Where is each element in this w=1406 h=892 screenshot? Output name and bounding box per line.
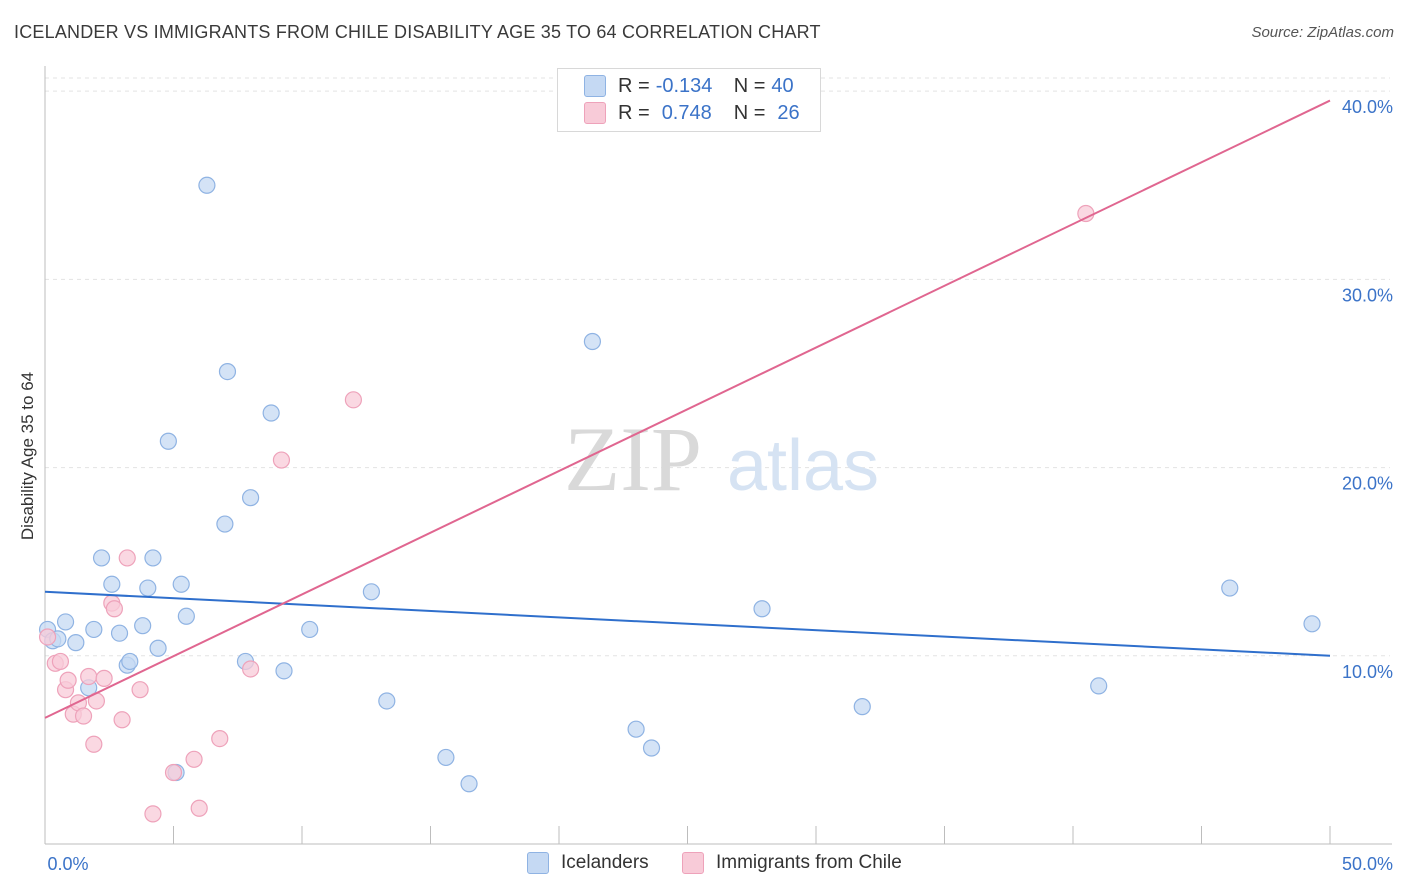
axes [44,66,1392,845]
correlation-legend: R = -0.134 N = 40 R = 0.748 N = 26 [557,68,821,132]
icelander-point [139,579,157,597]
icelander-point [172,575,190,593]
chart-title: ICELANDER VS IMMIGRANTS FROM CHILE DISAB… [14,22,821,42]
chile-trend-line [44,99,1331,719]
icelander-point [242,489,260,507]
legend-item-icelanders: Icelanders [527,852,649,874]
icelander-point [56,613,75,631]
source-label: Source: ZipAtlas.com [1251,24,1394,41]
icelander-point [275,662,293,680]
chile-point [85,735,103,753]
icelander-point [149,639,167,657]
legend-n-value: 26 [777,101,800,124]
chile-point [1077,204,1095,223]
chile-point [272,451,291,469]
icelander-point [216,515,234,533]
chile-point [190,799,208,817]
icelander-point [627,720,645,738]
legend-r-value: 0.748 [661,101,712,124]
chile-point [59,671,77,689]
chile-point [344,391,362,409]
legend-r-label: R = [618,74,650,97]
watermark: ZIP atlas [564,408,879,510]
legend-n-value: 40 [771,74,794,97]
legend-row-icelanders: R = -0.134 N = 40 [584,73,794,99]
icelander-point [92,549,111,567]
chile-point [185,750,203,768]
chile-point [51,652,70,671]
legend-swatch-pink [682,852,704,874]
legend-r-value: -0.134 [655,74,713,97]
series-legend: Icelanders Immigrants from Chile [0,852,1406,878]
legend-swatch-blue [527,852,549,874]
legend-label-chile: Immigrants from Chile [716,852,902,873]
data-points [38,176,1321,823]
icelander-point [198,176,216,194]
icelander-point [642,739,661,757]
icelander-point [144,549,162,567]
icelander-point [362,583,380,601]
icelander-trend-line [44,590,1331,657]
x-tick-label: 50.0% [1342,854,1393,874]
icelander-point [67,634,85,652]
icelander-point [1303,615,1321,633]
icelander-point [262,404,280,422]
legend-swatch-blue [584,75,606,97]
x-tick-label: 0.0% [47,854,88,874]
icelander-point [853,698,871,716]
icelander-point [583,332,602,351]
icelander-point [134,617,152,635]
y-tick-label: 40.0% [1342,97,1393,117]
y-tick-label: 10.0% [1342,662,1393,682]
legend-n-label: N = [733,74,766,97]
legend-n-label: N = [733,101,766,124]
icelander-point [177,607,195,625]
icelander-point [218,363,237,381]
tick-labels: 10.0% 20.0% 30.0% 40.0% 0.0% 50.0% [47,97,1393,874]
icelander-point [1090,677,1108,695]
chile-point [242,660,260,678]
icelander-point [301,620,319,639]
icelander-point [121,652,139,671]
icelander-point [460,775,478,793]
legend-label-icelanders: Icelanders [561,852,649,873]
icelander-point [378,692,396,710]
icelander-point [1221,579,1239,597]
icelander-point [159,432,177,450]
icelander-point [437,748,455,767]
legend-item-chile: Immigrants from Chile [682,852,902,874]
chile-point [38,628,57,646]
trend-lines [44,99,1331,719]
legend-swatch-pink [584,102,606,124]
chile-point [211,730,229,748]
grid-lines [45,77,1390,657]
icelander-point [110,624,129,642]
chile-point [118,549,136,567]
chile-point [144,805,162,823]
chile-point [164,763,183,782]
chile-point [95,669,113,687]
watermark-atlas: atlas [727,426,879,506]
chile-point [80,667,98,686]
y-tick-label: 20.0% [1342,474,1393,494]
legend-row-chile: R = 0.748 N = 26 [584,100,800,126]
chile-point [131,681,149,699]
icelander-point [103,575,121,593]
icelander-point [85,620,103,639]
chile-point [74,707,93,725]
y-tick-label: 30.0% [1342,285,1393,305]
chile-point [113,711,131,729]
icelander-point [753,600,771,618]
y-axis-label: Disability Age 35 to 64 [18,371,37,541]
watermark-zip: ZIP [564,408,702,510]
chile-point [105,600,123,618]
legend-r-label: R = [618,101,650,124]
